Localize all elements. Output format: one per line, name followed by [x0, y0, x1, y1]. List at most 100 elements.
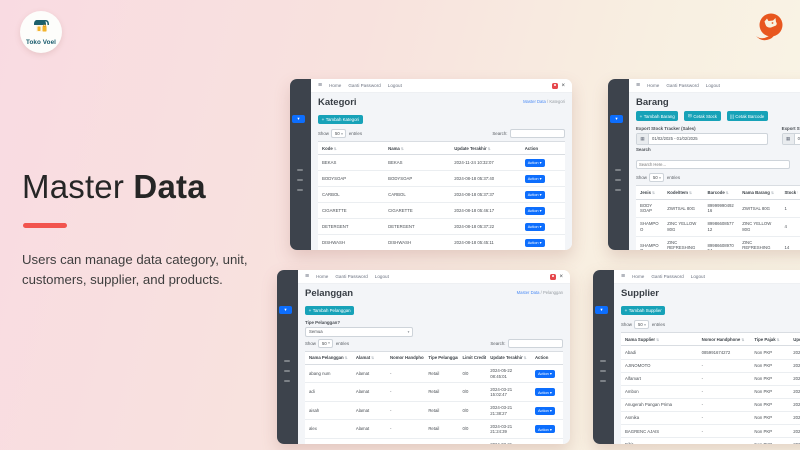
tipe-pelanggan-select[interactable]: Semua ▾ — [305, 326, 414, 337]
column-header[interactable]: Satuan⇅ — [798, 185, 800, 200]
cetak-stock-button[interactable]: ⊟ Cetak Stock — [684, 111, 721, 122]
add-barang-button[interactable]: + Tambah Barang — [636, 111, 679, 122]
table-cell: BODYSOAP — [384, 170, 451, 188]
column-header[interactable]: Tipe Pajak⇅ — [750, 332, 790, 347]
action-button[interactable]: Action ▾ — [534, 406, 555, 415]
column-header[interactable]: Tipe Pelanggan⇅ — [424, 350, 459, 365]
search-input[interactable] — [510, 129, 565, 139]
action-button[interactable]: Action ▾ — [534, 425, 555, 434]
column-header[interactable]: Jenis⇅ — [636, 185, 664, 200]
nav-link-password[interactable]: Ganti Password — [348, 83, 381, 88]
hamburger-icon[interactable]: ≡ — [621, 273, 626, 280]
nav-link-password[interactable]: Ganti Password — [666, 83, 699, 88]
close-icon[interactable]: × — [559, 273, 563, 280]
entries-select[interactable]: 50 ▾ — [649, 173, 665, 183]
sidebar-item[interactable] — [600, 380, 606, 382]
column-header[interactable]: Nama Pelanggan⇅ — [305, 350, 352, 365]
nav-link-logout[interactable]: Logout — [705, 83, 720, 88]
sidebar-item[interactable] — [615, 189, 621, 191]
nav-link-logout[interactable]: Logout — [374, 274, 389, 279]
search-input[interactable] — [508, 338, 563, 348]
sidebar-item[interactable] — [284, 380, 290, 382]
search-input[interactable] — [636, 160, 791, 170]
cetak-barcode-button[interactable]: ||| Cetak Barcode — [726, 111, 768, 122]
column-header[interactable]: Action — [530, 350, 563, 365]
column-header[interactable]: Nomor Handphone⇅ — [385, 350, 425, 365]
sidebar-toggle-button[interactable]: ▾ — [595, 306, 608, 314]
sidebar-toggle-button[interactable]: ▾ — [610, 115, 623, 123]
column-header[interactable]: Update Terakhir⇅ — [486, 350, 531, 365]
column-header[interactable]: Kode/Item⇅ — [663, 185, 704, 200]
nav-link-home[interactable]: Home — [647, 83, 660, 88]
table-cell: ZWITSAL 80G — [738, 199, 781, 219]
chevron-down-icon: ▾ — [341, 131, 343, 136]
sidebar-item[interactable] — [600, 360, 606, 362]
action-button[interactable]: Action ▾ — [524, 174, 545, 183]
sidebar-item[interactable] — [297, 169, 303, 171]
column-header[interactable]: Limit Credit⇅ — [458, 350, 487, 365]
hamburger-icon[interactable]: ≡ — [636, 82, 641, 89]
table-row: aisah Alamat - Retail 0/0 2024-03-21 21:38:27… — [305, 401, 563, 421]
nav-link-logout[interactable]: Logout — [690, 274, 705, 279]
add-pelanggan-button[interactable]: + Tambah Pelanggan — [305, 305, 355, 316]
nav-link-password[interactable]: Ganti Password — [651, 274, 684, 279]
nav-link-password[interactable]: Ganti Password — [335, 274, 368, 279]
notification-icon[interactable] — [549, 273, 556, 280]
table-cell: abang num — [305, 364, 352, 384]
action-button[interactable]: Action ▾ — [524, 190, 545, 199]
export-sales-daterange[interactable]: ▦ 01/02/2025 - 01/02/2025 — [636, 132, 768, 145]
entries-select[interactable]: 50 ▾ — [331, 129, 347, 139]
close-icon[interactable]: × — [561, 82, 565, 89]
sidebar-item[interactable] — [600, 370, 606, 372]
column-header[interactable]: Nomor Handphone⇅ — [697, 332, 751, 347]
action-button[interactable]: Action ▾ — [524, 158, 545, 167]
table-row: alex Alamat - Retail 0/0 2024-03-21 21:24:39 A… — [305, 419, 563, 439]
sidebar-item[interactable] — [297, 179, 303, 181]
table-cell: Abadi — [621, 345, 698, 360]
hamburger-icon[interactable]: ≡ — [318, 82, 323, 89]
sidebar-item[interactable] — [297, 189, 303, 191]
add-kategori-button[interactable]: + Tambah Kategori — [318, 114, 363, 125]
nav-link-logout[interactable]: Logout — [387, 83, 402, 88]
plus-icon: + — [639, 113, 643, 119]
export-right-daterange[interactable]: ▦ 01/02/2025 - 01/02/2025 — [781, 132, 800, 145]
table-cell: Non PKP — [750, 372, 790, 386]
column-header[interactable]: Nama Barang⇅ — [738, 185, 781, 200]
entries-select[interactable]: 50 ▾ — [318, 338, 334, 348]
action-button[interactable]: Action ▾ — [534, 369, 555, 378]
sidebar-item[interactable] — [284, 370, 290, 372]
entries-label: entries — [348, 131, 363, 137]
hamburger-icon[interactable]: ≡ — [305, 273, 310, 280]
column-header[interactable]: Update Terakhir⇅ — [789, 332, 800, 347]
column-header[interactable]: Stock⇅ — [780, 185, 799, 200]
column-header[interactable]: Update Terakhir⇅ — [450, 141, 521, 156]
column-header[interactable]: Barcode⇅ — [703, 185, 739, 200]
plus-icon: + — [308, 308, 312, 313]
nav-link-home[interactable]: Home — [329, 83, 342, 88]
add-supplier-button[interactable]: + Tambah Supplier — [621, 305, 666, 316]
action-button[interactable]: Action ▾ — [524, 222, 545, 231]
column-header[interactable]: Kode⇅ — [318, 141, 385, 156]
entries-select[interactable]: 50 ▾ — [634, 320, 650, 330]
column-header[interactable]: Action — [520, 141, 565, 156]
column-header[interactable]: Nama Supplier⇅ — [621, 332, 698, 347]
table-cell: 8999999049216 — [703, 199, 739, 219]
table-row: Asmika-Non PKP2024-03-21 15:02:47 — [621, 411, 800, 426]
action-button[interactable]: Action ▾ — [524, 238, 545, 247]
sidebar-item[interactable] — [615, 179, 621, 181]
table-cell: Non PKP — [750, 345, 790, 360]
column-header[interactable]: Alamat⇅ — [351, 350, 386, 365]
action-button[interactable]: Action ▾ — [534, 388, 555, 397]
table-cell: aisah — [305, 401, 352, 421]
action-button[interactable]: Action ▾ — [524, 206, 545, 215]
notification-icon[interactable] — [551, 82, 558, 89]
nav-link-home[interactable]: Home — [316, 274, 329, 279]
sidebar-item[interactable] — [615, 169, 621, 171]
nav-link-home[interactable]: Home — [632, 274, 645, 279]
column-header[interactable]: Nama⇅ — [384, 141, 451, 156]
sidebar-toggle-button[interactable]: ▾ — [279, 306, 292, 314]
sort-icon: ⇅ — [652, 190, 656, 195]
sidebar-toggle-button[interactable]: ▾ — [292, 115, 305, 123]
sidebar-item[interactable] — [284, 360, 290, 362]
